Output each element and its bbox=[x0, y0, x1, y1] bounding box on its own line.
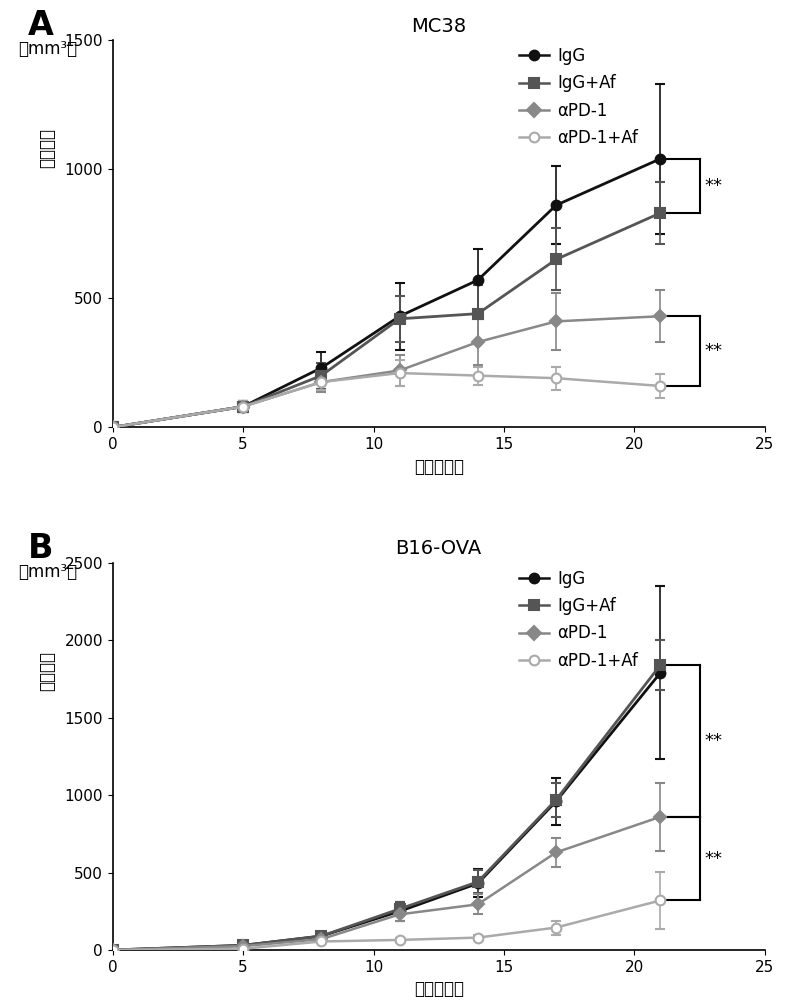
Text: 肿瘾体积: 肿瘾体积 bbox=[39, 651, 56, 691]
Text: **: ** bbox=[704, 342, 723, 360]
Text: **: ** bbox=[704, 732, 723, 750]
Title: MC38: MC38 bbox=[411, 17, 466, 36]
Text: A: A bbox=[28, 9, 54, 42]
Text: B: B bbox=[28, 532, 53, 565]
Legend: IgG, IgG+Af, αPD-1, αPD-1+Af: IgG, IgG+Af, αPD-1, αPD-1+Af bbox=[512, 563, 645, 676]
Text: （mm³）: （mm³） bbox=[18, 563, 77, 581]
Text: 肿瘾体积: 肿瘾体积 bbox=[39, 128, 56, 168]
X-axis label: 时间（天）: 时间（天） bbox=[414, 980, 464, 998]
Text: **: ** bbox=[704, 177, 723, 195]
Text: **: ** bbox=[704, 850, 723, 868]
Text: （mm³）: （mm³） bbox=[18, 40, 77, 58]
X-axis label: 时间（天）: 时间（天） bbox=[414, 458, 464, 476]
Title: B16-OVA: B16-OVA bbox=[395, 539, 482, 558]
Legend: IgG, IgG+Af, αPD-1, αPD-1+Af: IgG, IgG+Af, αPD-1, αPD-1+Af bbox=[512, 41, 645, 153]
